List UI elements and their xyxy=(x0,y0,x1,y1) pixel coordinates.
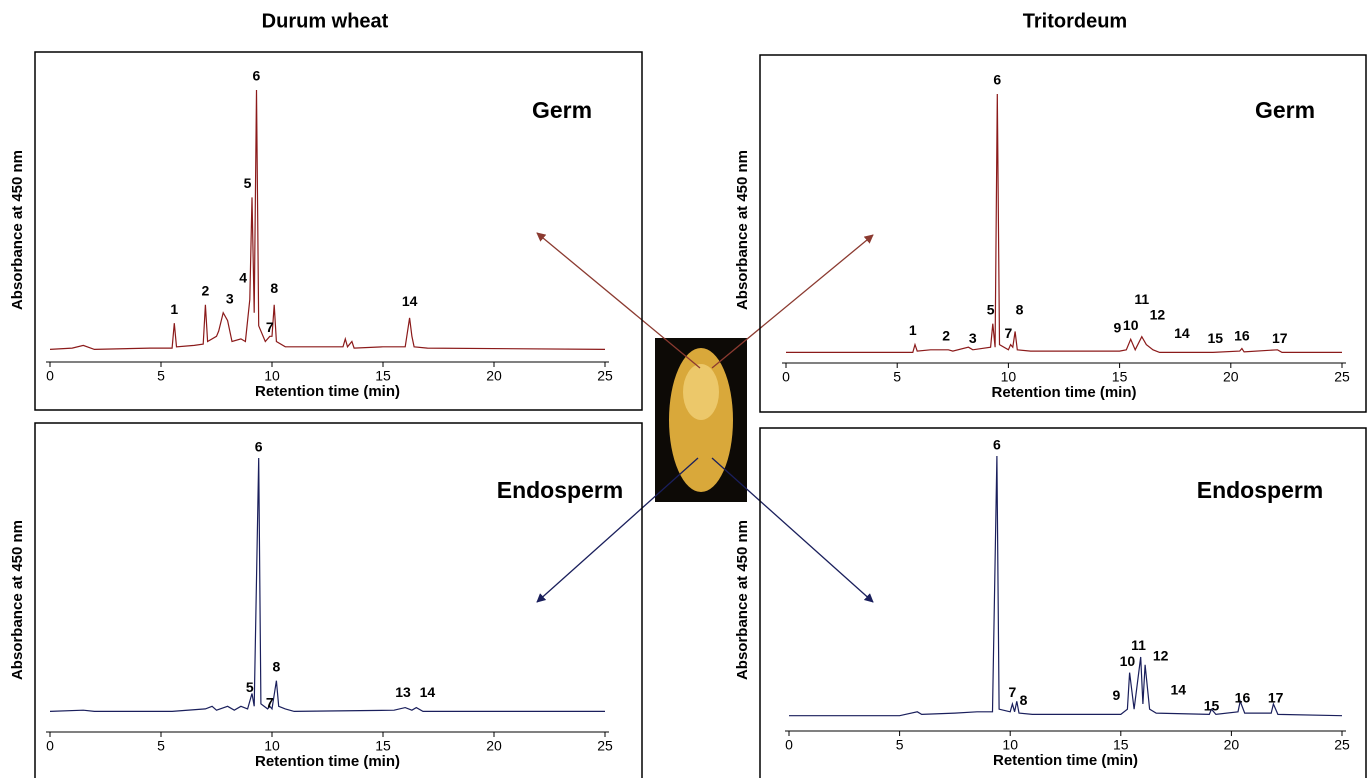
x-tick-label: 20 xyxy=(1224,737,1240,753)
trace xyxy=(786,94,1342,352)
peak-label: 7 xyxy=(1005,325,1013,341)
column-title: Durum wheat xyxy=(262,10,389,32)
x-tick-label: 10 xyxy=(1001,369,1017,385)
peak-label: 14 xyxy=(420,684,436,700)
grain-germ xyxy=(683,364,719,420)
peak-label: 3 xyxy=(969,330,977,346)
peak-label: 2 xyxy=(942,327,950,343)
x-tick-label: 15 xyxy=(375,738,391,754)
x-tick-label: 5 xyxy=(157,738,165,754)
peak-label: 5 xyxy=(244,175,252,191)
x-tick-label: 0 xyxy=(782,369,790,385)
peak-label: 8 xyxy=(270,280,278,296)
peak-label: 1 xyxy=(909,322,917,338)
x-tick-label: 25 xyxy=(597,738,613,754)
peak-label: 10 xyxy=(1123,317,1139,333)
y-axis-label: Absorbance at 450 nm xyxy=(9,150,26,310)
peak-label: 12 xyxy=(1153,648,1169,664)
panel-label: Endosperm xyxy=(1197,477,1324,503)
peak-label: 8 xyxy=(1020,692,1028,708)
peak-label: 13 xyxy=(395,684,411,700)
x-tick-label: 10 xyxy=(264,368,280,384)
y-axis-label: Absorbance at 450 nm xyxy=(734,150,751,310)
peak-label: 14 xyxy=(1174,325,1190,341)
figure: Durum wheat Tritordeum 0510152025Retenti… xyxy=(0,0,1370,778)
x-tick-label: 25 xyxy=(1334,737,1350,753)
x-tick-label: 15 xyxy=(1112,369,1128,385)
arrow xyxy=(537,233,700,368)
peak-label: 5 xyxy=(246,679,254,695)
peak-label: 16 xyxy=(1235,689,1251,705)
peak-label: 6 xyxy=(255,438,263,454)
peak-label: 9 xyxy=(1113,320,1121,336)
x-tick-label: 0 xyxy=(46,368,54,384)
peak-label: 8 xyxy=(273,659,281,675)
peak-label: 7 xyxy=(266,319,274,335)
column-title: Tritordeum xyxy=(1023,10,1127,32)
peak-label: 15 xyxy=(1207,330,1223,346)
page: {"titles": ["Durum wheat", "Tritordeum"]… xyxy=(0,0,1370,778)
trace xyxy=(50,90,605,349)
peak-label: 12 xyxy=(1150,307,1166,323)
x-axis-label: Retention time (min) xyxy=(992,384,1137,401)
peak-label: 6 xyxy=(253,68,261,84)
peak-label: 5 xyxy=(987,301,995,317)
x-tick-label: 5 xyxy=(893,369,901,385)
x-tick-label: 20 xyxy=(486,368,502,384)
x-tick-label: 10 xyxy=(1002,737,1018,753)
x-tick-label: 5 xyxy=(896,737,904,753)
peak-label: 11 xyxy=(1134,291,1149,307)
peak-label: 10 xyxy=(1120,653,1136,669)
peak-label: 2 xyxy=(202,282,210,298)
peak-label: 15 xyxy=(1204,697,1220,713)
x-tick-label: 0 xyxy=(46,738,54,754)
panel-label: Germ xyxy=(1255,97,1315,123)
peak-label: 16 xyxy=(1234,327,1250,343)
peak-label: 6 xyxy=(993,72,1001,88)
panel-label: Germ xyxy=(532,97,592,123)
x-axis-label: Retention time (min) xyxy=(993,752,1138,769)
peak-label: 6 xyxy=(993,436,1001,452)
peak-label: 7 xyxy=(266,694,274,710)
x-tick-label: 10 xyxy=(264,738,280,754)
x-tick-label: 20 xyxy=(486,738,502,754)
peak-label: 8 xyxy=(1016,301,1024,317)
x-axis-label: Retention time (min) xyxy=(255,753,400,770)
peak-label: 14 xyxy=(402,293,418,309)
y-axis-label: Absorbance at 450 nm xyxy=(9,520,26,680)
peak-label: 3 xyxy=(226,290,234,306)
x-tick-label: 25 xyxy=(597,368,613,384)
peak-label: 4 xyxy=(239,269,247,285)
panel-label: Endosperm xyxy=(497,477,624,503)
peak-label: 11 xyxy=(1131,637,1146,653)
peak-label: 9 xyxy=(1112,687,1120,703)
peak-label: 17 xyxy=(1272,330,1288,346)
y-axis-label: Absorbance at 450 nm xyxy=(734,520,751,680)
x-tick-label: 15 xyxy=(1113,737,1129,753)
x-tick-label: 25 xyxy=(1334,369,1350,385)
peak-label: 7 xyxy=(1009,684,1017,700)
x-tick-label: 5 xyxy=(157,368,165,384)
x-tick-label: 15 xyxy=(375,368,391,384)
x-tick-label: 20 xyxy=(1223,369,1239,385)
x-tick-label: 0 xyxy=(785,737,793,753)
peak-label: 1 xyxy=(170,301,178,317)
peak-label: 17 xyxy=(1268,689,1284,705)
x-axis-label: Retention time (min) xyxy=(255,383,400,400)
peak-label: 14 xyxy=(1171,682,1187,698)
